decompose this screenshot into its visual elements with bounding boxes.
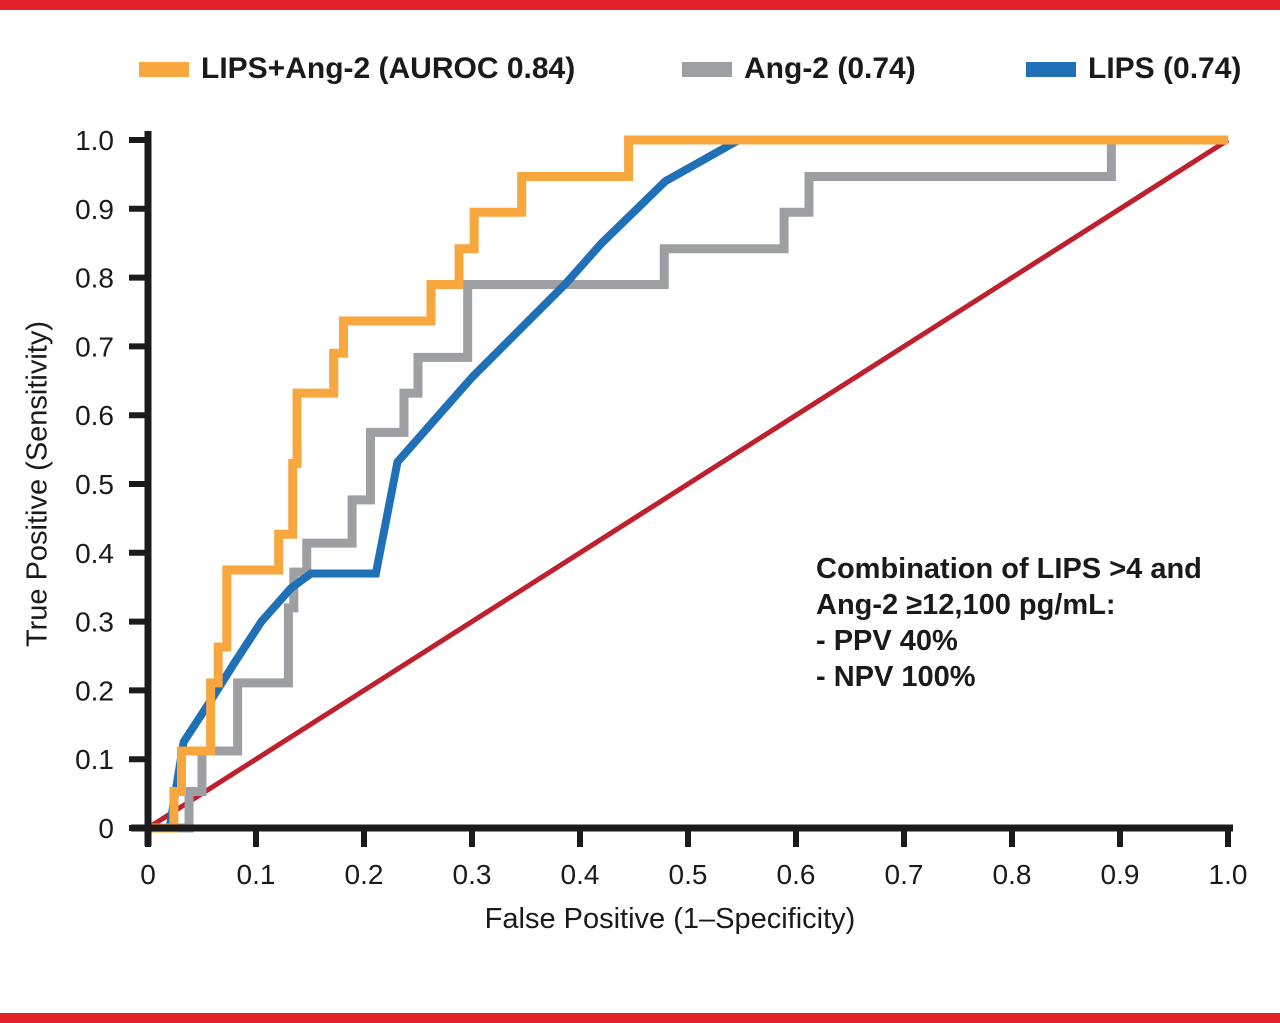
legend-item-lips: LIPS (0.74): [1026, 50, 1241, 88]
y-tick-label: 0.6: [75, 400, 114, 431]
x-tick-label: 0.4: [561, 859, 600, 890]
y-tick-label: 1.0: [75, 125, 114, 156]
x-tick-label: 0.3: [453, 859, 492, 890]
x-tick-label: 1.0: [1209, 859, 1248, 890]
x-tick-label: 0.1: [237, 859, 276, 890]
cutoff-annotation: Combination of LIPS >4 and Ang-2 ≥12,100…: [816, 551, 1202, 695]
legend-label-lips: LIPS (0.74): [1088, 52, 1242, 85]
annotation-line-1: Combination of LIPS >4 and: [816, 553, 1202, 585]
x-tick-label: 0.9: [1101, 859, 1140, 890]
annotation-line-2: Ang-2 ≥12,100 pg/mL:: [816, 589, 1116, 621]
x-tick-label: 0.2: [345, 859, 384, 890]
y-tick-label: 0.1: [75, 744, 114, 775]
roc-curve-0: [148, 135, 1228, 833]
top-red-bar: [0, 0, 1280, 10]
y-tick-label: 0.7: [75, 331, 114, 362]
x-tick-label: 0.7: [885, 859, 924, 890]
annotation-line-3: - PPV 40%: [816, 625, 958, 657]
y-tick-label: 0.2: [75, 675, 114, 706]
bottom-red-bar: [0, 1013, 1280, 1023]
annotation-line-4: - NPV 100%: [816, 661, 976, 693]
y-tick-label: 0.4: [75, 538, 114, 569]
x-tick-label: 0.8: [993, 859, 1032, 890]
y-tick-label: 0: [98, 813, 114, 844]
lips-ang2-swatch-icon: [139, 61, 189, 77]
chance-diagonal-line: [146, 137, 1230, 831]
legend-label-ang2: Ang-2 (0.74): [744, 52, 916, 85]
y-axis-title: True Positive (Sensitivity): [21, 320, 54, 648]
x-tick-label: 0: [140, 859, 156, 890]
x-tick-label: 0.5: [669, 859, 708, 890]
legend-item-lips-ang2: LIPS+Ang-2 (AUROC 0.84): [139, 50, 575, 88]
x-axis-title: False Positive (1–Specificity): [484, 903, 856, 935]
y-tick-label: 0.8: [75, 263, 114, 294]
x-tick-label: 0.6: [777, 859, 816, 890]
legend-item-ang2: Ang-2 (0.74): [682, 50, 916, 88]
y-tick-label: 0.5: [75, 469, 114, 500]
y-tick-label: 0.3: [75, 607, 114, 638]
ang2-swatch-icon: [682, 61, 732, 77]
lips-swatch-icon: [1026, 61, 1076, 77]
legend: LIPS+Ang-2 (AUROC 0.84) Ang-2 (0.74) LIP…: [0, 50, 1280, 88]
y-tick-label: 0.9: [75, 194, 114, 225]
roc-curve-2: [148, 135, 1228, 833]
roc-curve-1: [148, 136, 1228, 832]
legend-label-lips-ang2: LIPS+Ang-2 (AUROC 0.84): [201, 52, 576, 85]
